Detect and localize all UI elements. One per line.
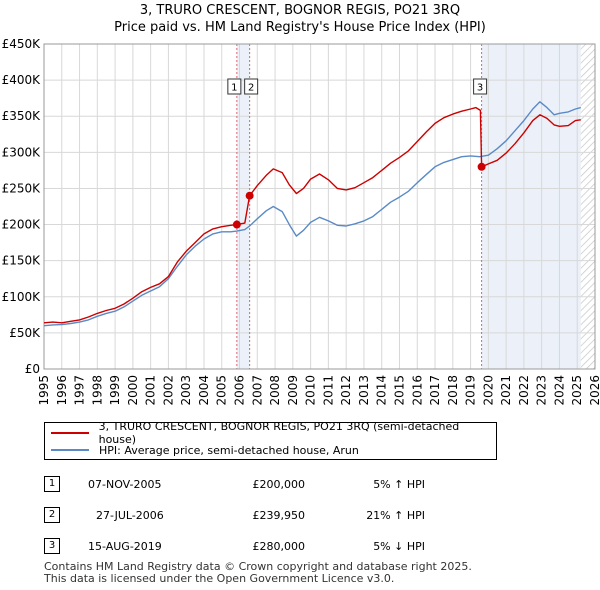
x-tick-label: 2021 xyxy=(499,375,513,406)
x-tick-label: 2008 xyxy=(268,375,282,406)
sale-marker-box xyxy=(244,78,259,95)
price-line-swatch xyxy=(51,432,89,434)
y-tick-label: £250K xyxy=(2,181,42,195)
y-tick-label: £0 xyxy=(25,362,40,376)
sale-price: £200,000 xyxy=(252,478,306,491)
sale-marker-number: 1 xyxy=(231,83,237,94)
x-tick-label: 2011 xyxy=(321,375,335,406)
x-tick-label: 2010 xyxy=(304,375,318,406)
price-series-line xyxy=(43,106,581,324)
y-tick-label: £200K xyxy=(2,218,42,232)
shaded-range xyxy=(236,44,250,369)
x-tick-label: 2012 xyxy=(339,375,353,406)
sale-price: £239,950 xyxy=(252,509,306,522)
sale-row: 1 07-NOV-2005 £200,000 5% ↑ HPI xyxy=(40,476,500,498)
sale-point xyxy=(232,220,241,229)
sale-row: 3 15-AUG-2019 £280,000 5% ↓ HPI xyxy=(40,538,500,560)
y-tick-label: £150K xyxy=(2,254,42,268)
sale-hpi-diff: 5% ↑ HPI xyxy=(373,478,425,491)
title-subtitle: Price paid vs. HM Land Registry's House … xyxy=(114,20,486,35)
sale-marker-number: 3 xyxy=(477,83,483,94)
x-tick-label: 2006 xyxy=(233,375,247,406)
sale-date: 27-JUL-2006 xyxy=(96,509,164,522)
sale-point xyxy=(245,191,254,200)
x-tick-label: 2003 xyxy=(179,375,193,406)
x-tick-label: 1999 xyxy=(108,375,122,406)
x-tick-label: 2005 xyxy=(215,375,229,406)
footer: Contains HM Land Registry data © Crown c… xyxy=(44,561,472,585)
x-tick-label: 2023 xyxy=(535,375,549,406)
x-tick-label: 2020 xyxy=(481,375,495,406)
x-tick-label: 1996 xyxy=(55,375,69,406)
shaded-range xyxy=(481,44,581,369)
sale-marker-label: 2 xyxy=(244,78,259,95)
x-tick-label: 2013 xyxy=(357,375,371,406)
sale-marker-label: 1 xyxy=(227,78,242,95)
chart-title: 3, TRURO CRESCENT, BOGNOR REGIS, PO21 3R… xyxy=(0,2,600,36)
sale-number-badge: 2 xyxy=(44,507,60,523)
legend: 3, TRURO CRESCENT, BOGNOR REGIS, PO21 3R… xyxy=(44,420,497,460)
x-tick-label: 2004 xyxy=(197,375,211,406)
legend-item-price: 3, TRURO CRESCENT, BOGNOR REGIS, PO21 3R… xyxy=(51,420,496,446)
x-tick-label: 2025 xyxy=(570,375,584,406)
future-hatch xyxy=(580,44,595,369)
sale-hpi-diff: 21% ↑ HPI xyxy=(366,509,425,522)
x-tick-label: 2000 xyxy=(126,375,140,406)
sale-marker-number: 2 xyxy=(248,83,254,94)
sale-price: £280,000 xyxy=(252,540,306,553)
hpi-series-line xyxy=(43,101,581,327)
sale-date: 07-NOV-2005 xyxy=(88,478,162,491)
price-chart: 1 2 3 £0 £50K £100K £150K £200K £250K £300K £350K £… xyxy=(2,37,600,406)
x-tick-label: 2017 xyxy=(428,375,442,406)
y-tick-label: £450K xyxy=(2,37,42,51)
x-tick-label: 2022 xyxy=(517,375,531,406)
sale-row: 2 27-JUL-2006 £239,950 21% ↑ HPI xyxy=(40,507,500,529)
legend-hpi-label: HPI: Average price, semi-detached house,… xyxy=(99,443,359,457)
x-tick-label: 2002 xyxy=(161,375,175,406)
y-tick-label: £350K xyxy=(2,109,42,123)
y-tick-label: £100K xyxy=(2,290,42,304)
sale-marker-box xyxy=(227,78,242,95)
x-tick-label: 2016 xyxy=(410,375,424,406)
x-tick-label: 1998 xyxy=(90,375,104,406)
x-tick-label: 2024 xyxy=(552,375,566,406)
x-tick-label: 2009 xyxy=(286,375,300,406)
sale-hpi-diff: 5% ↓ HPI xyxy=(373,540,425,553)
x-tick-label: 2026 xyxy=(588,375,600,406)
title-address: 3, TRURO CRESCENT, BOGNOR REGIS, PO21 3R… xyxy=(139,3,461,18)
sale-number-badge: 1 xyxy=(44,476,60,492)
sale-number-badge: 3 xyxy=(44,538,60,554)
x-tick-label: 2007 xyxy=(250,375,264,406)
footer-license: This data is licensed under the Open Gov… xyxy=(44,572,395,585)
sale-date: 15-AUG-2019 xyxy=(88,540,162,553)
footer-copyright: Contains HM Land Registry data © Crown c… xyxy=(44,560,472,573)
x-tick-label: 2001 xyxy=(144,375,158,406)
x-tick-label: 2019 xyxy=(464,375,478,406)
x-tick-label: 2018 xyxy=(446,375,460,406)
y-tick-label: £50K xyxy=(9,326,41,340)
hpi-line-swatch xyxy=(51,449,89,451)
y-tick-label: £300K xyxy=(2,145,42,159)
sale-marker-box xyxy=(473,78,488,95)
y-tick-label: £400K xyxy=(2,73,42,87)
sale-marker-label: 3 xyxy=(473,78,488,95)
legend-item-hpi: HPI: Average price, semi-detached house,… xyxy=(51,442,359,458)
legend-price-label: 3, TRURO CRESCENT, BOGNOR REGIS, PO21 3R… xyxy=(98,420,460,446)
x-tick-label: 2014 xyxy=(375,375,389,406)
sale-point xyxy=(477,162,486,171)
x-tick-label: 1997 xyxy=(73,375,87,406)
x-tick-label: 2015 xyxy=(392,375,406,406)
plot-border xyxy=(43,43,596,370)
x-tick-label: 1995 xyxy=(37,375,51,406)
